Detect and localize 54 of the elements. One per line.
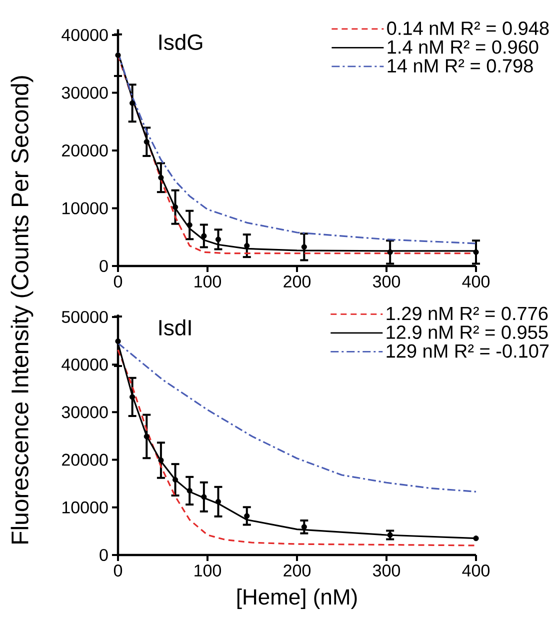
x-tick-label: 0 <box>114 276 122 288</box>
y-tick-label: 0 <box>100 260 108 272</box>
x-tick-label: 400 <box>462 276 490 288</box>
point <box>473 536 479 542</box>
legend-label: 129 nM R² = -0.107 <box>386 344 549 358</box>
x-tick-label: 200 <box>284 276 311 288</box>
chart-title: IsdI <box>159 319 191 336</box>
x-tick-label: 400 <box>462 564 490 577</box>
point <box>158 174 164 180</box>
y-tick-label: 20000 <box>62 144 108 157</box>
y-tick-label: 30000 <box>62 86 108 99</box>
legend-label: 14 nM R² = 0.798 <box>388 59 533 73</box>
legend-label: 0.14 nM R² = 0.948 <box>387 22 549 36</box>
y-tick-label: 50000 <box>62 310 108 323</box>
point <box>130 394 136 400</box>
chart-title: IsdG <box>159 34 202 50</box>
point <box>144 139 150 145</box>
legend-label: 1.29 nM R² = 0.776 <box>386 306 548 320</box>
x-tick-label: 100 <box>194 564 222 577</box>
x-tick-label: 0 <box>114 564 122 577</box>
y-tick-label: 10000 <box>62 202 108 214</box>
point <box>473 249 479 255</box>
point <box>215 236 222 242</box>
point <box>158 457 164 464</box>
point <box>387 532 393 538</box>
point <box>244 513 250 519</box>
y-tick-label: 10000 <box>62 501 108 514</box>
point <box>387 249 393 255</box>
legend-label: 1.4 nM R² = 0.960 <box>388 40 538 54</box>
legend-label: 12.9 nM R² = 0.955 <box>386 326 548 339</box>
y-tick-label: 30000 <box>62 406 108 418</box>
y-tick-label: 40000 <box>62 358 108 371</box>
point <box>172 476 178 483</box>
point <box>186 222 192 228</box>
point <box>144 434 150 440</box>
point <box>130 100 136 106</box>
point <box>172 204 178 210</box>
point <box>115 52 121 58</box>
x-tick-label: 300 <box>372 564 400 577</box>
y-tick-label: 40000 <box>62 28 108 41</box>
point <box>201 233 207 239</box>
y-tick-label: 0 <box>100 548 108 562</box>
point <box>201 494 207 500</box>
x-tick-label: 100 <box>194 276 222 288</box>
point <box>186 488 192 494</box>
x-tick-label: 200 <box>284 564 311 577</box>
x-axis-title: [Heme] (nM) <box>237 588 357 610</box>
point <box>301 244 307 250</box>
point <box>115 338 121 344</box>
y-tick-label: 20000 <box>62 454 108 466</box>
point <box>215 498 222 504</box>
point <box>301 524 307 530</box>
x-tick-label: 300 <box>372 276 400 288</box>
y-axis-title: Fluorescence Intensity (Counts Per Second) <box>10 76 34 544</box>
